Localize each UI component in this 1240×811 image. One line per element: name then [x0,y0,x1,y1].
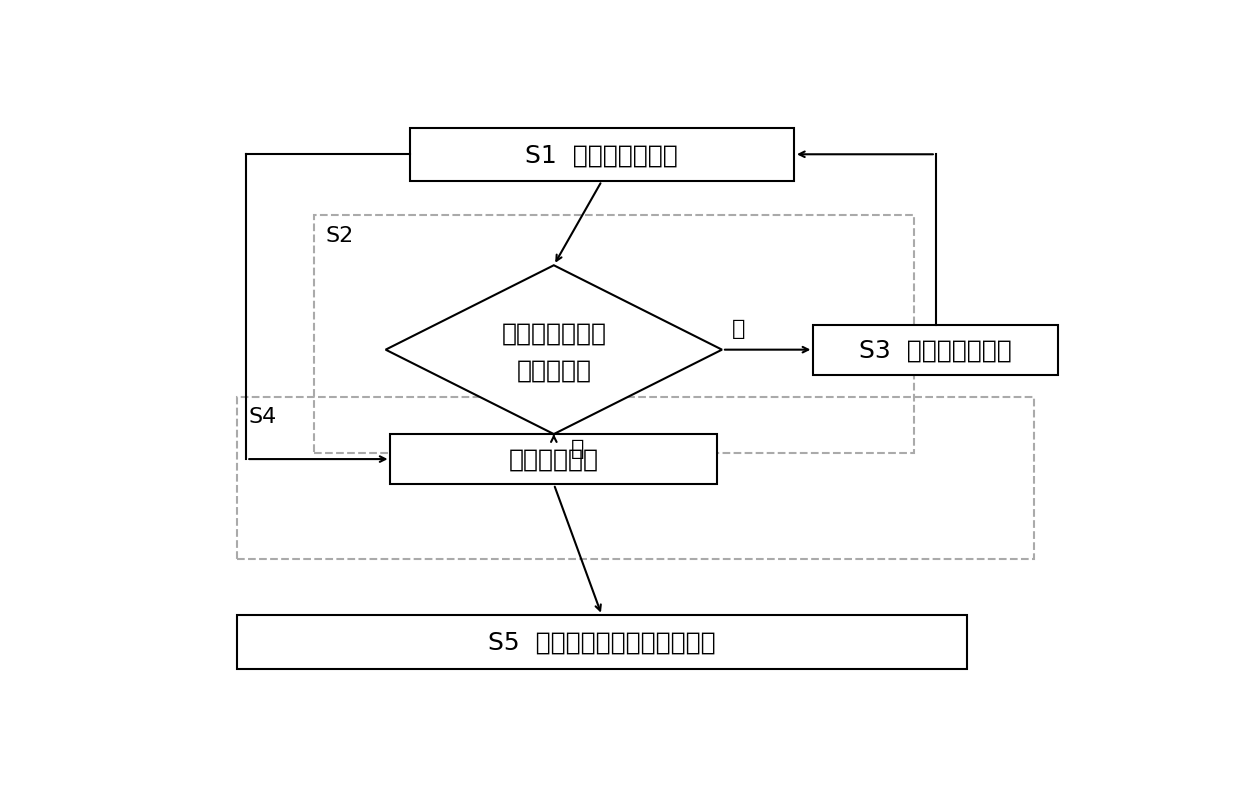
Text: S2: S2 [325,225,353,245]
Bar [237,397,1034,560]
Text: S1  检测环境光亮度: S1 检测环境光亮度 [526,143,678,167]
Text: 否: 否 [732,319,745,339]
Text: S3  调节环境光亮度: S3 调节环境光亮度 [859,338,1012,363]
Bar [391,435,717,484]
Text: 环境光亮度是否: 环境光亮度是否 [501,321,606,345]
Text: 是: 是 [572,438,584,458]
Bar [813,325,1059,375]
Text: S4: S4 [248,406,277,427]
Bar [409,128,794,182]
Bar [314,216,914,453]
Bar [237,616,967,669]
Text: 进行人脸识别: 进行人脸识别 [508,448,599,471]
Text: S5  保持当前级别的环境光亮度: S5 保持当前级别的环境光亮度 [489,630,715,654]
Polygon shape [386,266,722,435]
Text: 满足预设値: 满足预设値 [516,358,591,382]
